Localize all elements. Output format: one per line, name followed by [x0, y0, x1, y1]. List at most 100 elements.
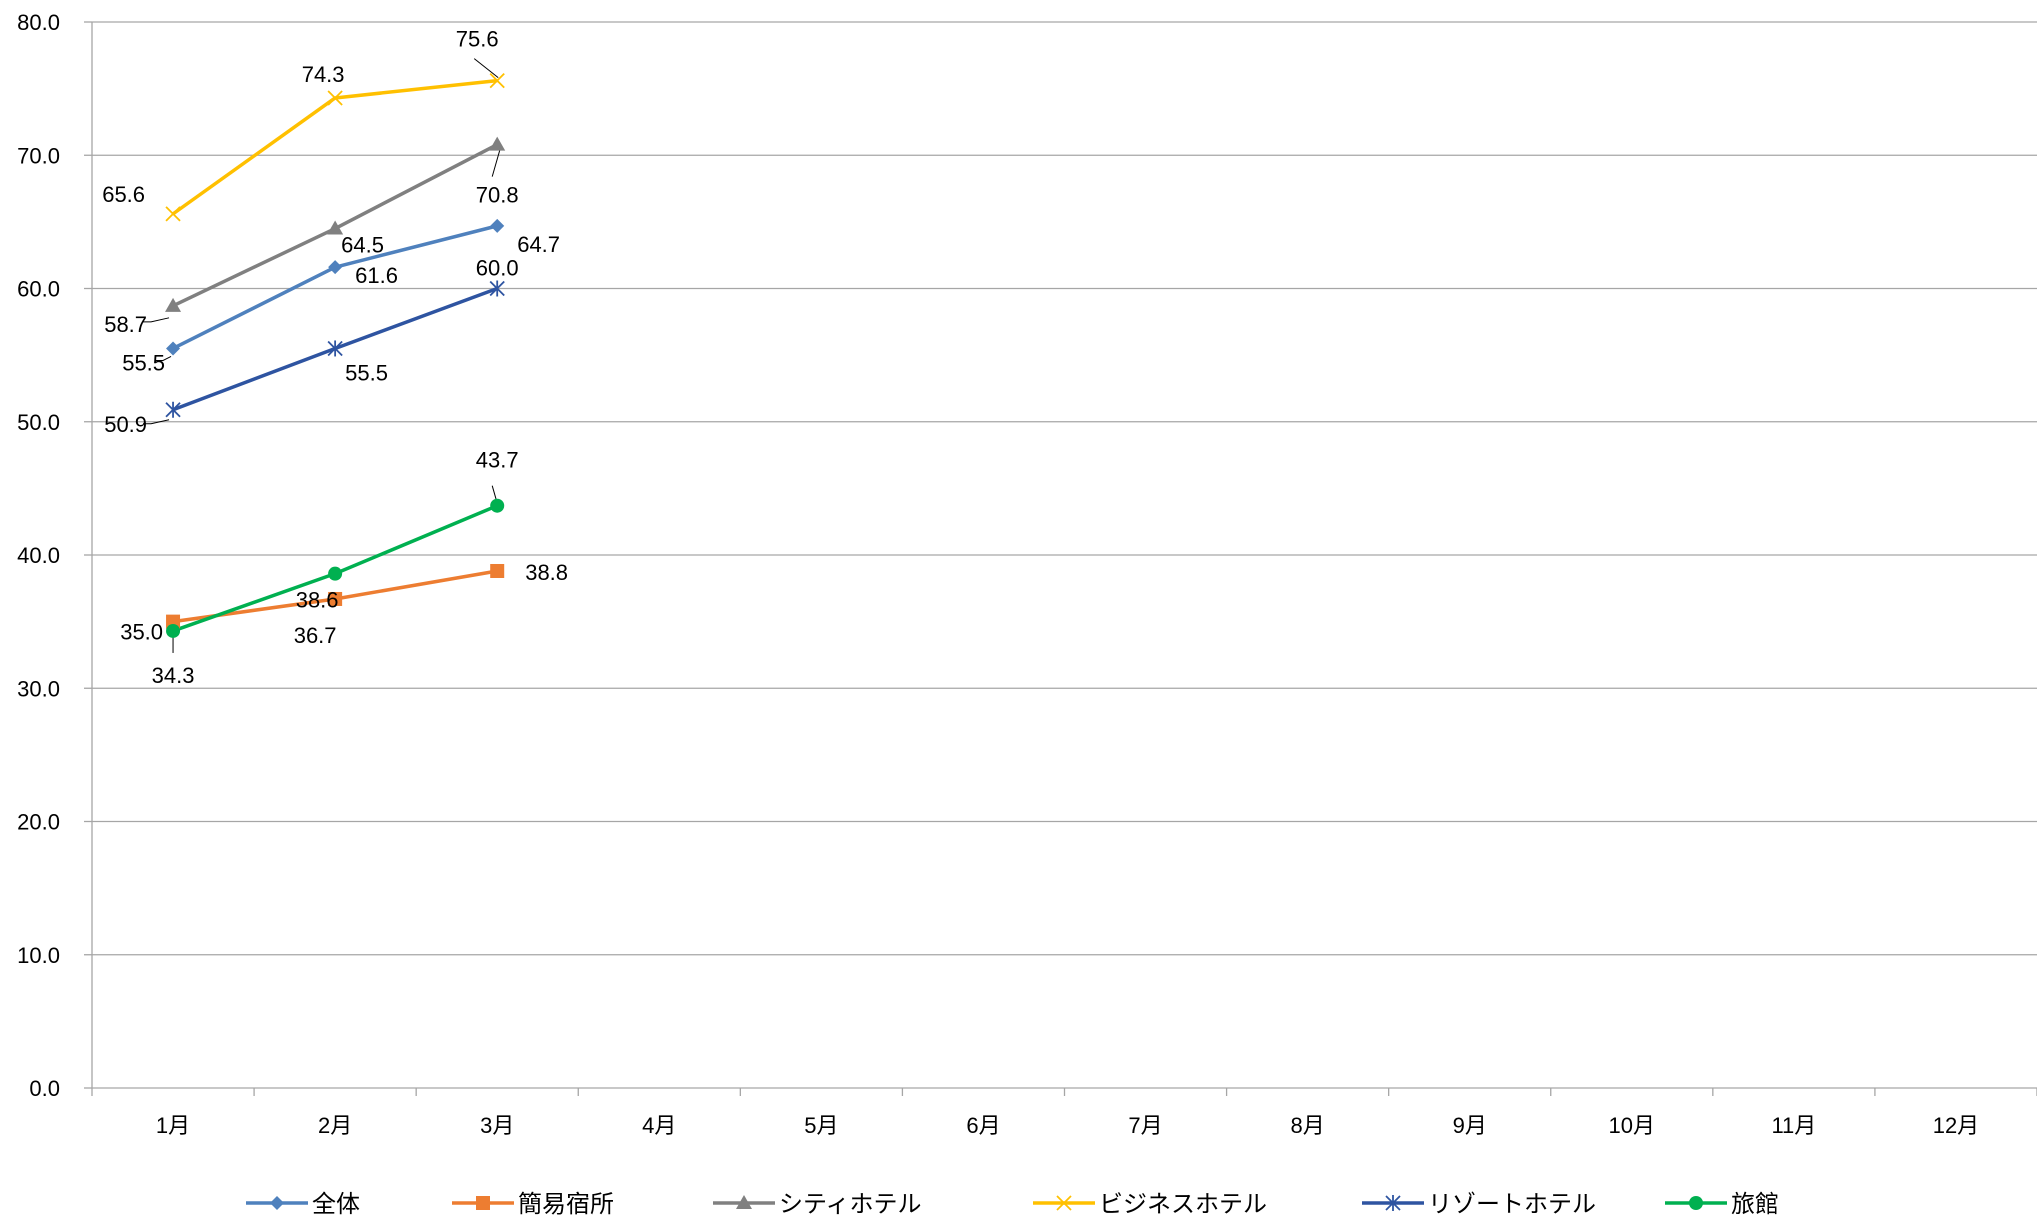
data-point-marker [328, 566, 343, 581]
marker-triangle [165, 297, 182, 312]
data-point-marker [736, 1195, 752, 1209]
y-tick-label: 80.0 [17, 10, 60, 35]
marker-diamond [328, 260, 343, 275]
series-line [172, 224, 498, 351]
x-tick-label: 7月 [1128, 1113, 1162, 1138]
data-point-marker [327, 220, 344, 235]
data-point-marker [165, 206, 181, 222]
data-point-marker [165, 401, 181, 418]
legend-label: リゾートホテル [1428, 1191, 1596, 1216]
data-label: 65.6 [102, 182, 145, 207]
data-label: 75.6 [456, 27, 499, 52]
data-point-marker [489, 280, 505, 297]
data-point-marker [489, 136, 506, 151]
data-label: 35.0 [120, 620, 163, 645]
marker-x-stroke [1056, 1195, 1072, 1211]
x-tick-label: 4月 [642, 1113, 676, 1138]
marker-x-stroke [327, 90, 343, 106]
y-tick-label: 40.0 [17, 543, 60, 568]
legend: 全体 簡易宿所 シティホテル ビジネスホテル リゾートホテル 旅館 [246, 1191, 1779, 1216]
marker-circle [490, 498, 505, 513]
label-leader-lines [143, 58, 501, 653]
data-point-marker [490, 498, 505, 513]
legend-item: 簡易宿所 [452, 1191, 614, 1216]
data-point-marker [1385, 1195, 1401, 1211]
marker-triangle [489, 136, 506, 151]
data-label: 74.3 [302, 62, 345, 87]
x-tick-label: 2月 [318, 1113, 352, 1138]
marker-diamond [166, 341, 181, 356]
legend-item: 全体 [246, 1191, 360, 1216]
data-point-marker [490, 218, 505, 233]
series-markers [165, 72, 506, 638]
legend-label: 旅館 [1731, 1191, 1779, 1216]
y-tick-label: 20.0 [17, 810, 60, 835]
label-leader-line [491, 148, 501, 177]
legend-item: 旅館 [1665, 1191, 1779, 1216]
data-label: 55.5 [345, 360, 388, 385]
y-tick-label: 10.0 [17, 943, 60, 968]
marker-diamond [270, 1196, 284, 1210]
data-point-marker [270, 1196, 284, 1210]
data-label: 64.7 [517, 232, 560, 257]
data-label: 61.6 [355, 263, 398, 288]
data-label: 60.0 [476, 256, 519, 281]
legend-item: ビジネスホテル [1033, 1191, 1267, 1216]
x-tick-label: 8月 [1291, 1113, 1325, 1138]
marker-circle [1689, 1196, 1703, 1210]
data-point-marker [166, 623, 181, 638]
data-labels: 55.5 61.6 64.7 35.0 36.7 38.8 58.7 64.5 70.8 65.6… [102, 27, 568, 688]
y-tick-label: 0.0 [29, 1076, 60, 1101]
data-point-marker [328, 591, 343, 606]
marker-triangle [736, 1195, 752, 1209]
x-tick-label: 12月 [1933, 1113, 1979, 1138]
data-point-marker [489, 72, 505, 89]
marker-x-stroke [489, 72, 505, 89]
legend-label: 簡易宿所 [518, 1191, 614, 1216]
x-tick-label: 3月 [480, 1113, 514, 1138]
label-leader-line [155, 356, 172, 361]
marker-diamond [490, 218, 505, 233]
data-point-marker [165, 297, 182, 312]
gridlines [92, 21, 2037, 956]
label-leader-line [491, 485, 497, 500]
marker-x-stroke [165, 206, 181, 222]
legend-label: ビジネスホテル [1099, 1191, 1267, 1216]
marker-square [476, 1196, 490, 1210]
data-label: 36.7 [294, 623, 337, 648]
series-line [172, 78, 498, 216]
data-label: 58.7 [104, 312, 147, 337]
data-label: 50.9 [104, 412, 147, 437]
label-leader-line [473, 58, 499, 79]
data-point-marker [490, 563, 505, 578]
x-tick-label: 6月 [966, 1113, 1000, 1138]
marker-square [328, 591, 343, 606]
legend-item: リゾートホテル [1362, 1191, 1596, 1216]
x-tick-label: 11月 [1771, 1113, 1816, 1138]
marker-circle [166, 623, 181, 638]
y-tick-label: 70.0 [17, 143, 60, 168]
axes: 0.0 10.0 20.0 30.0 40.0 50.0 60.0 70.0 80.0 1月 2月 3… [17, 10, 2037, 1138]
legend-item: シティホテル [713, 1191, 922, 1216]
x-tick-label: 9月 [1453, 1113, 1487, 1138]
data-point-marker [328, 260, 343, 275]
data-label: 64.5 [341, 233, 384, 258]
data-label: 38.8 [525, 560, 568, 585]
label-leader-line [143, 317, 170, 323]
marker-circle [328, 566, 343, 581]
legend-label: シティホテル [779, 1191, 922, 1216]
legend-label: 全体 [312, 1191, 360, 1216]
marker-square [490, 563, 505, 578]
y-tick-label: 50.0 [17, 410, 60, 435]
data-point-marker [327, 90, 343, 106]
x-tick-label: 5月 [804, 1113, 838, 1138]
y-tick-label: 60.0 [17, 277, 60, 302]
x-tick-label: 1月 [156, 1113, 190, 1138]
x-tick-label: 10月 [1609, 1113, 1655, 1138]
data-point-marker [327, 340, 343, 357]
data-label: 38.6 [296, 588, 339, 613]
label-leader-line [143, 419, 170, 425]
data-point-marker [1056, 1195, 1072, 1211]
data-label: 55.5 [122, 350, 165, 375]
